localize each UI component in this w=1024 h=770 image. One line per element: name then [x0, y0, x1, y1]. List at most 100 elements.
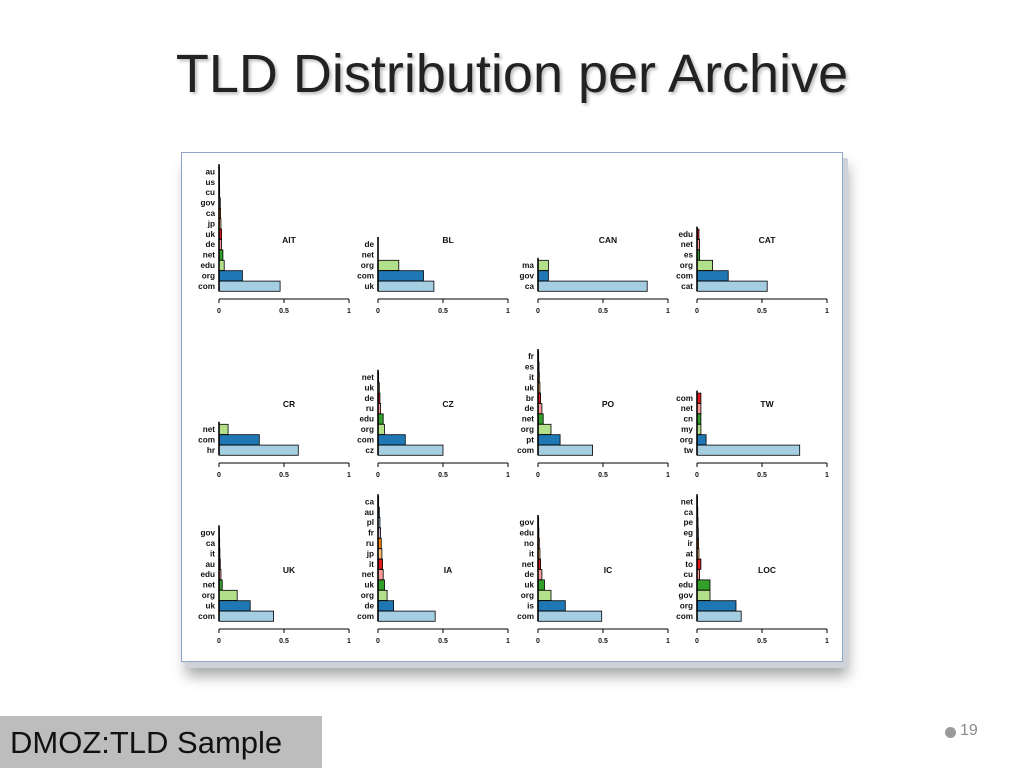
category-label: net: [681, 497, 694, 506]
x-tick-label: 0: [536, 638, 540, 645]
panel-title: IA: [444, 565, 453, 575]
category-label: br: [526, 394, 535, 403]
bar-uk: [378, 580, 385, 590]
category-label: gov: [200, 529, 215, 538]
x-tick-label: 0.5: [279, 308, 289, 315]
category-label: uk: [205, 601, 215, 610]
bar-de: [378, 601, 394, 611]
category-label: uk: [364, 383, 374, 392]
category-label: edu: [359, 415, 374, 424]
category-label: tw: [684, 446, 694, 455]
bar-org: [697, 435, 706, 445]
category-label: gov: [200, 199, 215, 208]
bar-ca: [538, 281, 647, 291]
category-label: it: [529, 373, 534, 382]
category-label: uk: [524, 383, 534, 392]
category-label: fr: [528, 352, 535, 361]
x-tick-label: 0: [695, 308, 699, 315]
category-label: jp: [366, 549, 374, 558]
panel-title: CAT: [759, 235, 777, 245]
x-tick-label: 1: [825, 308, 829, 315]
category-label: com: [676, 394, 693, 403]
category-label: uk: [205, 230, 215, 239]
category-label: it: [529, 549, 534, 558]
bar-uk: [378, 281, 434, 291]
category-label: net: [681, 404, 694, 413]
category-label: de: [524, 404, 534, 413]
category-label: edu: [200, 570, 215, 579]
x-tick-label: 0: [536, 472, 540, 479]
category-label: uk: [364, 581, 374, 590]
x-tick-label: 0.5: [438, 472, 448, 479]
bar-pt: [538, 435, 560, 445]
category-label: jp: [207, 219, 215, 228]
x-tick-label: 1: [666, 472, 670, 479]
category-label: hr: [207, 446, 216, 455]
bar-uk: [538, 580, 545, 590]
category-label: com: [676, 271, 693, 280]
category-label: au: [205, 560, 215, 569]
category-label: org: [521, 591, 534, 600]
category-label: no: [524, 539, 534, 548]
x-tick-label: 0: [376, 472, 380, 479]
category-label: org: [361, 591, 374, 600]
category-label: pt: [526, 435, 534, 444]
category-label: edu: [678, 581, 693, 590]
category-label: com: [676, 612, 693, 621]
bar-org: [378, 590, 387, 600]
x-tick-label: 1: [506, 308, 510, 315]
category-label: de: [524, 570, 534, 579]
category-label: es: [684, 251, 694, 260]
category-label: ir: [688, 539, 694, 548]
category-label: org: [680, 261, 693, 270]
bar-org: [378, 424, 385, 434]
bar-com: [219, 435, 259, 445]
panel-title: PO: [602, 399, 615, 409]
page-number: 19: [960, 722, 978, 740]
bar-edu: [697, 580, 710, 590]
bar-org: [697, 260, 713, 270]
category-label: net: [522, 560, 535, 569]
panel-title: LOC: [758, 565, 776, 575]
bar-cz: [378, 445, 443, 455]
category-label: it: [210, 549, 215, 558]
category-label: edu: [519, 529, 534, 538]
bar-org: [538, 590, 551, 600]
category-label: net: [203, 425, 216, 434]
panel-title: TW: [760, 399, 774, 409]
bar-com: [378, 611, 435, 621]
panel-title: AIT: [282, 235, 297, 245]
footer-label: DMOZ:TLD Sample: [0, 716, 322, 768]
panel-title: CR: [283, 399, 295, 409]
category-label: au: [205, 167, 215, 176]
bar-is: [538, 601, 565, 611]
category-label: org: [361, 261, 374, 270]
category-label: gov: [519, 518, 534, 527]
bar-com: [378, 435, 405, 445]
category-label: com: [357, 435, 374, 444]
category-label: org: [202, 591, 215, 600]
category-label: cu: [205, 188, 215, 197]
bar-com: [538, 445, 593, 455]
category-label: de: [364, 240, 374, 249]
x-tick-label: 0: [217, 638, 221, 645]
x-tick-label: 0: [536, 308, 540, 315]
category-label: edu: [200, 261, 215, 270]
bar-org: [378, 260, 399, 270]
category-label: to: [685, 560, 693, 569]
category-label: pl: [367, 518, 374, 527]
x-tick-label: 1: [825, 638, 829, 645]
category-label: at: [686, 549, 694, 558]
page-dot-icon: [945, 727, 956, 738]
category-label: net: [362, 251, 375, 260]
category-label: uk: [364, 282, 374, 291]
category-label: ma: [522, 261, 534, 270]
x-tick-label: 0: [217, 472, 221, 479]
category-label: org: [521, 425, 534, 434]
category-label: com: [517, 446, 534, 455]
category-label: net: [203, 251, 216, 260]
x-tick-label: 1: [347, 638, 351, 645]
